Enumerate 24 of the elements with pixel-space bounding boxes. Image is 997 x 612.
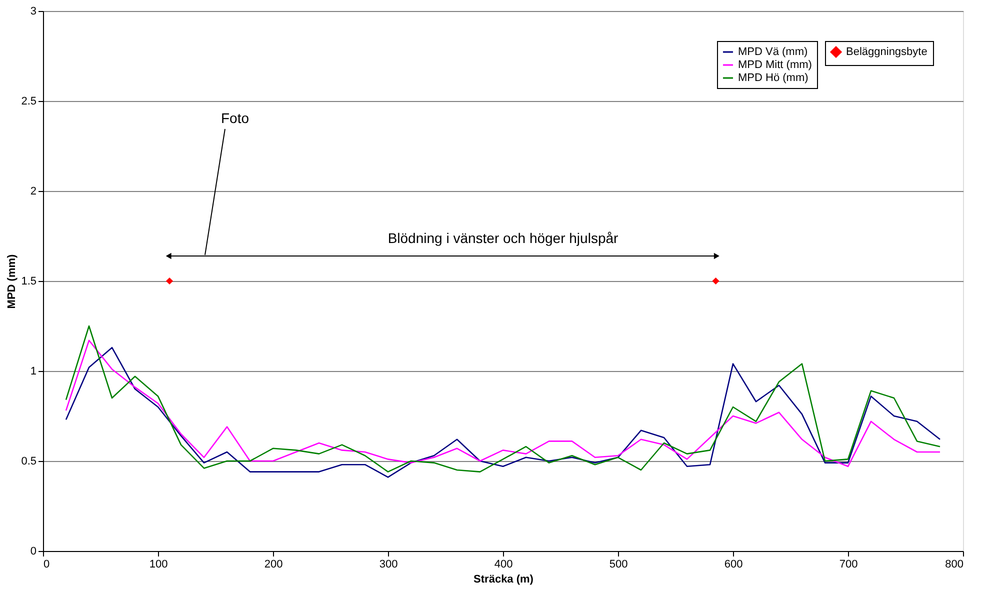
y-tick-label: 1 [30, 366, 36, 378]
x-axis-title: Sträcka (m) [474, 574, 534, 586]
legend-label: MPD Mitt (mm) [738, 59, 812, 71]
annotation: Blödning i vänster och höger hjulspår [388, 230, 619, 246]
x-tick-label: 600 [724, 558, 743, 570]
annotation: Foto [221, 110, 250, 126]
y-tick-label: 2.5 [21, 96, 36, 108]
x-tick-label: 0 [44, 558, 50, 570]
x-tick-label: 800 [945, 558, 964, 570]
y-tick-label: 1.5 [21, 276, 36, 288]
x-tick-label: 400 [494, 558, 513, 570]
x-tick-label: 200 [264, 558, 283, 570]
y-axis-title: MPD (mm) [6, 254, 18, 309]
y-tick-label: 0 [30, 546, 36, 558]
legend-label: MPD Vä (mm) [738, 46, 808, 58]
x-tick-label: 300 [379, 558, 398, 570]
x-tick-label: 500 [609, 558, 628, 570]
x-tick-label: 100 [149, 558, 168, 570]
y-tick-label: 0.5 [21, 456, 36, 468]
legend-label: Beläggningsbyte [846, 46, 928, 58]
legend-label: MPD Hö (mm) [738, 72, 808, 84]
x-tick-label: 700 [839, 558, 858, 570]
y-tick-label: 2 [30, 186, 36, 198]
y-tick-label: 3 [30, 6, 36, 18]
